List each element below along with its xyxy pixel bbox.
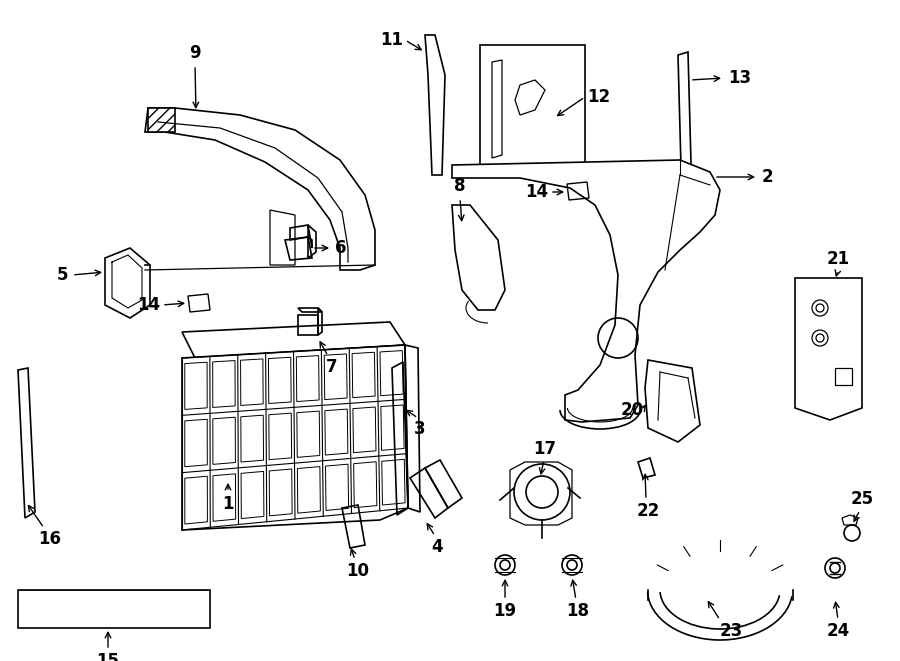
Polygon shape: [182, 345, 408, 530]
Text: 14: 14: [137, 296, 160, 314]
Text: 18: 18: [566, 602, 590, 620]
Text: 12: 12: [587, 88, 610, 106]
Text: 16: 16: [39, 530, 61, 548]
Text: 13: 13: [728, 69, 752, 87]
Polygon shape: [148, 108, 175, 132]
Text: 17: 17: [534, 440, 556, 458]
Circle shape: [816, 334, 824, 342]
Text: 1: 1: [222, 495, 234, 513]
Text: 9: 9: [189, 44, 201, 62]
Circle shape: [816, 304, 824, 312]
Text: 23: 23: [720, 622, 743, 640]
Text: 15: 15: [96, 652, 120, 661]
Text: 8: 8: [454, 177, 466, 195]
Text: 19: 19: [493, 602, 517, 620]
Text: 7: 7: [326, 358, 338, 376]
Text: 21: 21: [826, 250, 850, 268]
Text: 3: 3: [414, 420, 426, 438]
Bar: [18, 590, 210, 628]
Polygon shape: [452, 160, 720, 422]
Text: 4: 4: [431, 538, 443, 556]
Text: 20: 20: [621, 401, 644, 419]
Text: 6: 6: [335, 239, 346, 257]
Text: 10: 10: [346, 562, 370, 580]
Text: 14: 14: [525, 183, 548, 201]
Text: 25: 25: [850, 490, 874, 508]
Text: 11: 11: [380, 31, 403, 49]
Polygon shape: [795, 278, 862, 420]
Bar: [480, 45, 585, 175]
Text: 22: 22: [636, 502, 660, 520]
Text: 24: 24: [826, 622, 850, 640]
Text: 5: 5: [57, 266, 68, 284]
Text: 2: 2: [762, 168, 774, 186]
